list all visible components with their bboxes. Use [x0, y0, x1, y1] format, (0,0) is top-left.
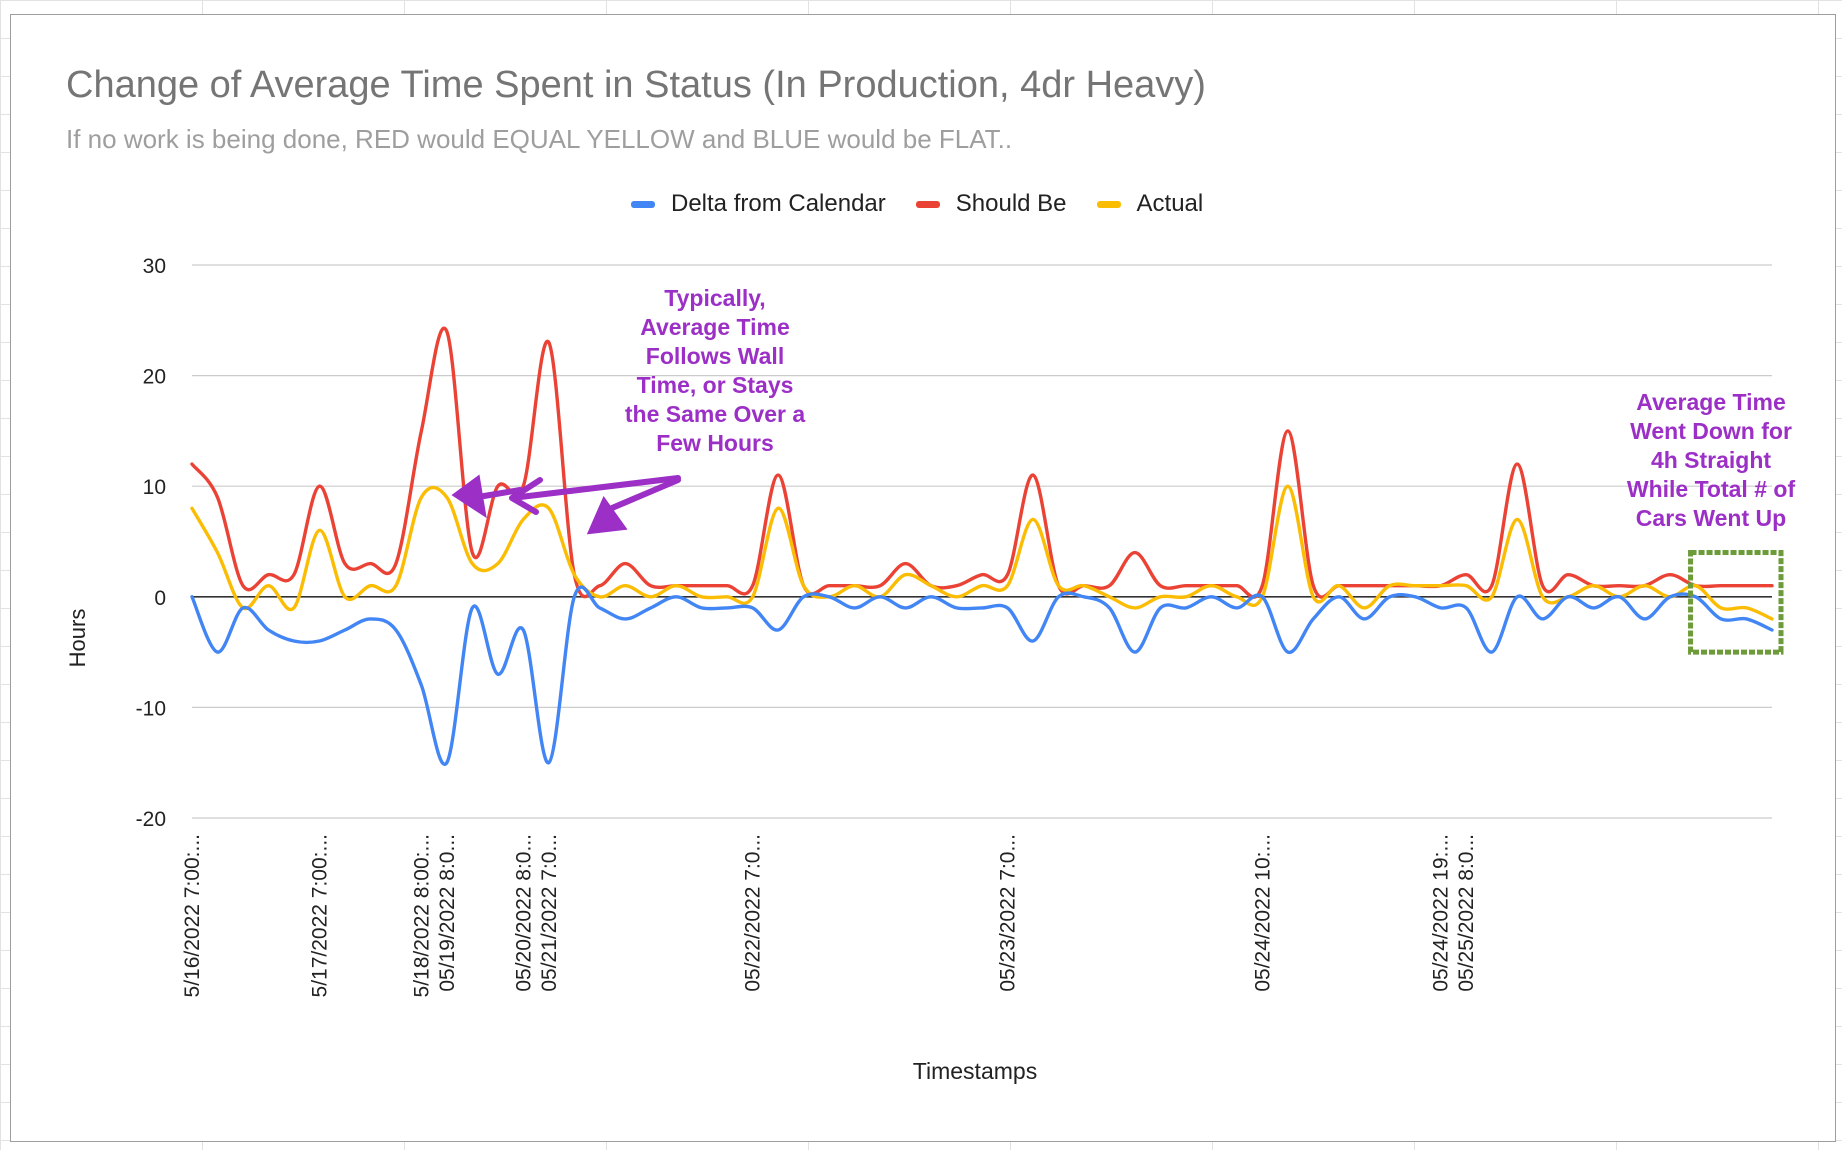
legend-label-should-be: Should Be — [955, 190, 1067, 217]
series-line-actual — [190, 484, 1774, 621]
annotation-average-time-down: Average Time Went Down for 4h Straight W… — [1626, 389, 1796, 531]
y-tick-label: -20 — [136, 808, 166, 831]
x-tick-label: 05/19/2022 8:0... — [436, 834, 459, 992]
y-tick-label: 30 — [143, 255, 166, 278]
x-tick-label: 05/24/2022 19:... — [1430, 834, 1453, 992]
x-tick-label: 5/17/2022 7:00:... — [308, 834, 331, 997]
y-tick-label: 20 — [143, 366, 166, 389]
y-tick-label: 10 — [143, 476, 166, 499]
arrow-annotation-left — [509, 475, 681, 515]
arrow-shaft-left — [481, 487, 523, 499]
x-tick-label: 05/23/2022 7:0... — [996, 834, 1019, 992]
arrow-head-right — [586, 495, 628, 535]
y-tick-label: -10 — [136, 697, 166, 720]
legend-label-actual: Actual — [1136, 190, 1204, 217]
x-tick-label: 05/21/2022 7:0... — [538, 834, 561, 992]
x-tick-label: 05/20/2022 8:0... — [512, 834, 535, 992]
series-line-should-be — [190, 326, 1774, 599]
annotation-typically: Typically, Average Time Follows Wall Tim… — [624, 285, 806, 456]
x-tick-label: 05/24/2022 10:... — [1251, 834, 1274, 992]
arrow-shaft-right — [609, 477, 681, 511]
x-tick-label: 5/18/2022 8:00:... — [410, 834, 433, 997]
legend-item-should-be[interactable]: Should Be — [915, 190, 1067, 218]
series-line-delta-from-calendar — [190, 585, 1774, 767]
legend-swatch-actual — [1096, 200, 1121, 208]
highlight-box — [1688, 550, 1784, 655]
legend-item-actual[interactable]: Actual — [1096, 190, 1204, 218]
legend-label-delta: Delta from Calendar — [671, 190, 886, 217]
arrow-head-left — [451, 474, 487, 519]
x-tick-label: 5/16/2022 7:00:... — [181, 834, 204, 997]
y-tick-label: 0 — [154, 587, 166, 610]
chart-title: Change of Average Time Spent in Status (… — [66, 64, 1206, 106]
chart-subtitle: If no work is being done, RED would EQUA… — [66, 124, 1013, 154]
chart-legend: Delta from Calendar Should Be Actual — [631, 188, 1233, 220]
x-axis-label: Timestamps — [912, 1058, 1038, 1084]
legend-swatch-delta — [631, 200, 655, 208]
legend-swatch-should-be — [915, 200, 940, 208]
legend-item-delta[interactable]: Delta from Calendar — [631, 190, 886, 218]
x-tick-label: 05/25/2022 8:0... — [1455, 834, 1478, 992]
x-tick-label: 05/22/2022 7:0... — [742, 834, 765, 992]
